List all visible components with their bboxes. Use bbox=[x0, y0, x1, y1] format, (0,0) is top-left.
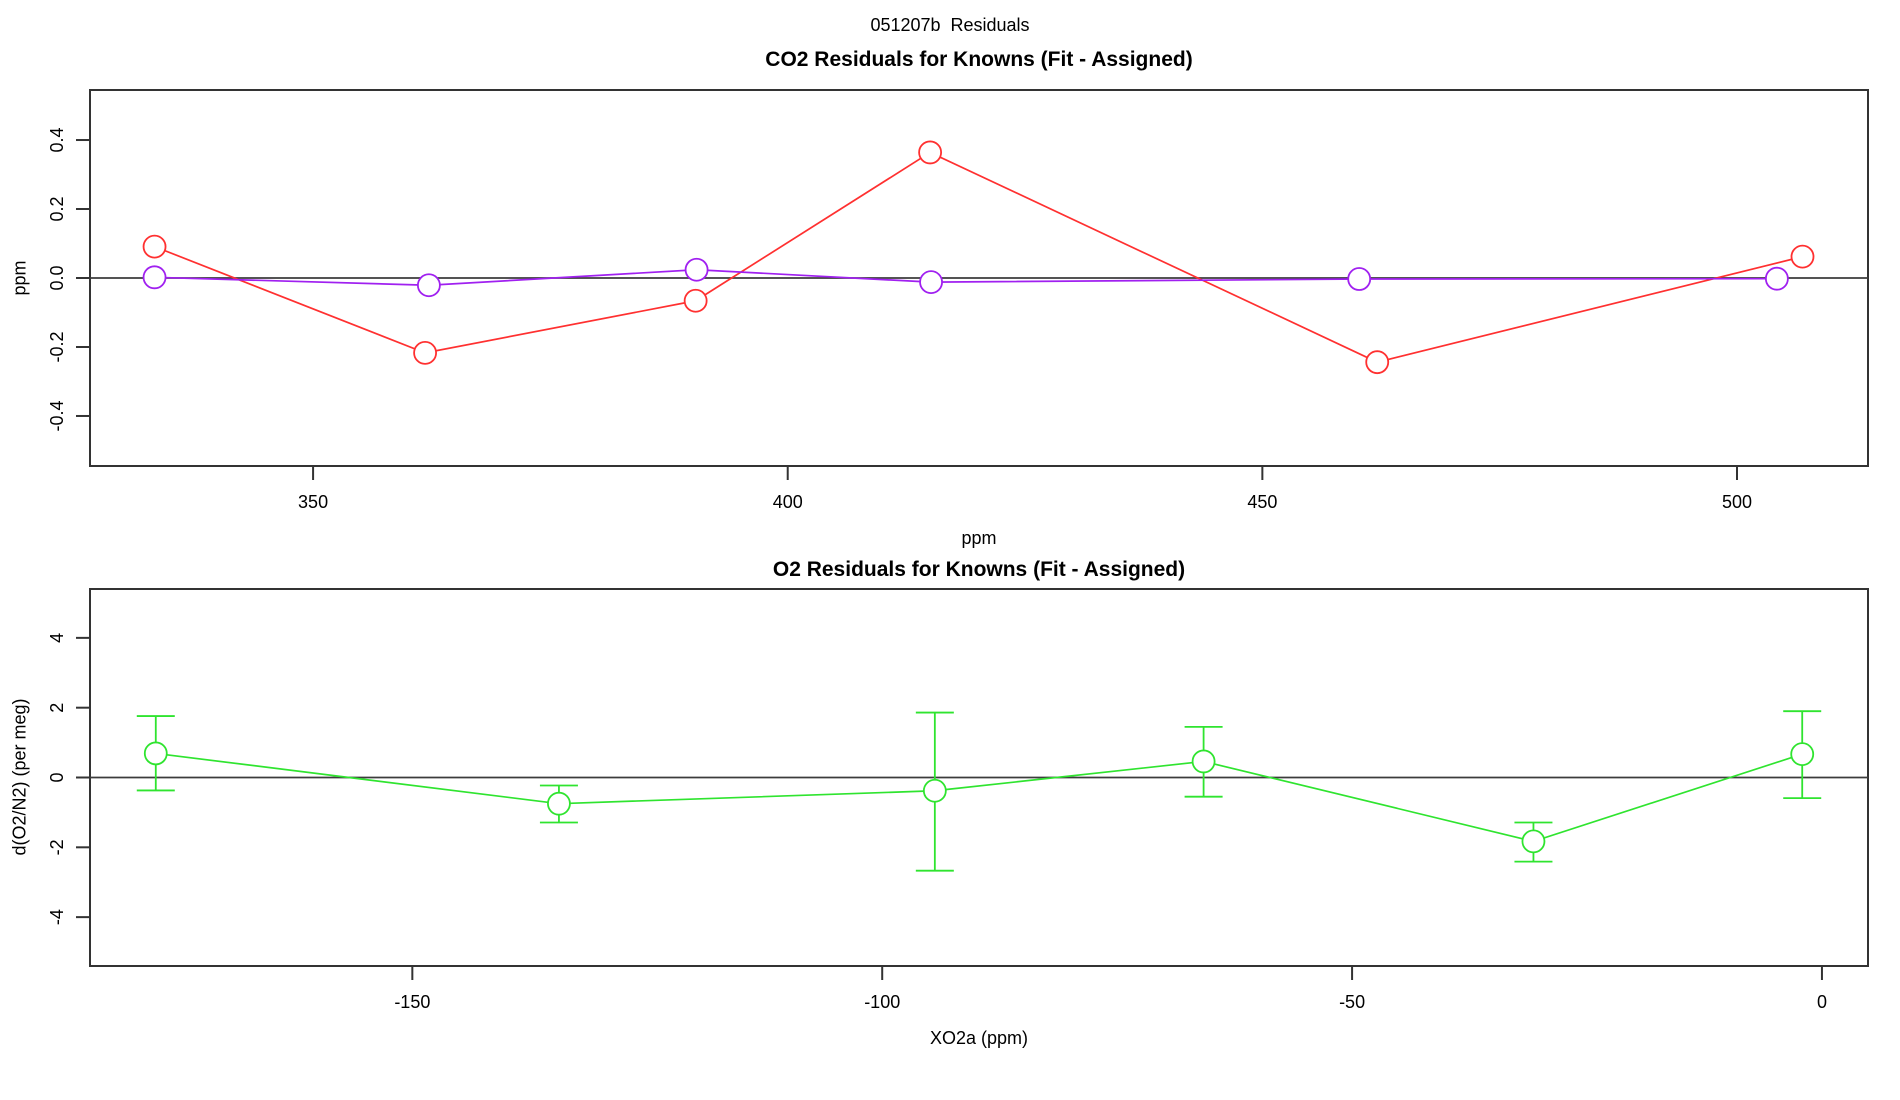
y-tick-label: 0.4 bbox=[47, 128, 67, 153]
purple-series-point-marker bbox=[684, 257, 709, 282]
x-tick-label: 400 bbox=[773, 492, 803, 512]
red-series-point-marker bbox=[142, 234, 167, 259]
o2-xaxis-label: XO2a (ppm) bbox=[929, 1028, 1029, 1048]
red-series-point-marker bbox=[1365, 350, 1390, 375]
y-tick-label: -2 bbox=[47, 839, 67, 855]
x-tick-label: -150 bbox=[394, 992, 430, 1012]
red-series-point-marker bbox=[918, 140, 943, 165]
red-series-point-marker bbox=[413, 340, 437, 365]
green-series-point-marker bbox=[547, 791, 571, 816]
x-tick-label: 500 bbox=[1722, 492, 1752, 512]
y-tick-label: 2 bbox=[47, 703, 67, 713]
y-tick-label: 0 bbox=[47, 772, 67, 782]
purple-series-point-marker bbox=[1764, 266, 1789, 291]
red-series-point-marker bbox=[1790, 244, 1815, 269]
co2-panel-title: CO2 Residuals for Knowns (Fit - Assigned… bbox=[765, 48, 1193, 71]
y-tick-label: -0.4 bbox=[47, 400, 67, 431]
y-tick-label: 0.0 bbox=[47, 265, 67, 290]
x-tick-label: -50 bbox=[1339, 992, 1365, 1012]
y-tick-label: 0.2 bbox=[47, 196, 67, 221]
o2-panel-title: O2 Residuals for Knowns (Fit - Assigned) bbox=[772, 558, 1186, 581]
green-series-line bbox=[155, 752, 1803, 843]
green-series-point-marker bbox=[143, 741, 168, 766]
purple-series-line bbox=[154, 268, 1777, 287]
green-series-point-marker bbox=[1191, 749, 1216, 774]
purple-series-point-marker bbox=[1347, 267, 1372, 291]
co2-residuals-panel: 350 400 450 500 -0.4 -0.2 0.0 0.2 0.4 bbox=[47, 89, 1869, 512]
green-series-point-marker bbox=[1790, 742, 1815, 767]
figure-title: 051207b Residuals bbox=[870, 15, 1030, 35]
red-series-point-marker bbox=[683, 288, 708, 313]
purple-series-point-marker bbox=[919, 270, 943, 295]
purple-series-point-marker bbox=[416, 273, 441, 298]
y-tick-label: -4 bbox=[47, 909, 67, 925]
green-series-point-marker bbox=[922, 778, 947, 803]
y-tick-label: -0.2 bbox=[47, 331, 67, 362]
y-tick-label: 4 bbox=[47, 633, 67, 643]
x-tick-label: 450 bbox=[1247, 492, 1277, 512]
x-tick-label: 0 bbox=[1817, 992, 1827, 1012]
x-tick-label: 350 bbox=[298, 492, 328, 512]
red-series-line bbox=[154, 151, 1803, 364]
co2-xaxis-label: ppm bbox=[961, 528, 997, 548]
o2-residuals-panel: -150 -100 -50 0 -4 -2 0 2 4 bbox=[47, 588, 1869, 1012]
x-tick-label: -100 bbox=[864, 992, 900, 1012]
purple-series-point-marker bbox=[142, 265, 167, 290]
green-series-point-marker bbox=[1521, 829, 1546, 854]
